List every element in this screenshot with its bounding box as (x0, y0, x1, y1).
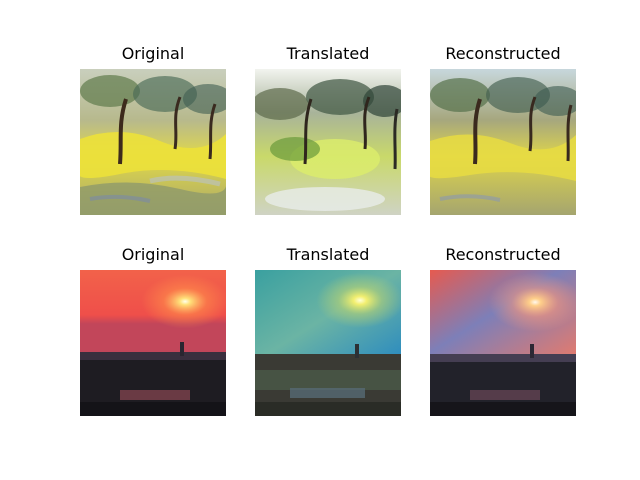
sunset-reconstructed-image (430, 270, 576, 416)
panel-title: Translated (286, 245, 370, 264)
panel-title: Reconstructed (445, 44, 561, 63)
sunset-original-image (80, 270, 226, 416)
olive-painting-original-image (80, 69, 226, 215)
panel-title: Reconstructed (445, 245, 561, 264)
olive-painting-reconstructed-image (430, 69, 576, 215)
panel-title: Original (121, 245, 185, 264)
panel-title: Original (121, 44, 185, 63)
sunset-translated-image (255, 270, 401, 416)
olive-painting-translated-image (255, 69, 401, 215)
panel-title: Translated (286, 44, 370, 63)
